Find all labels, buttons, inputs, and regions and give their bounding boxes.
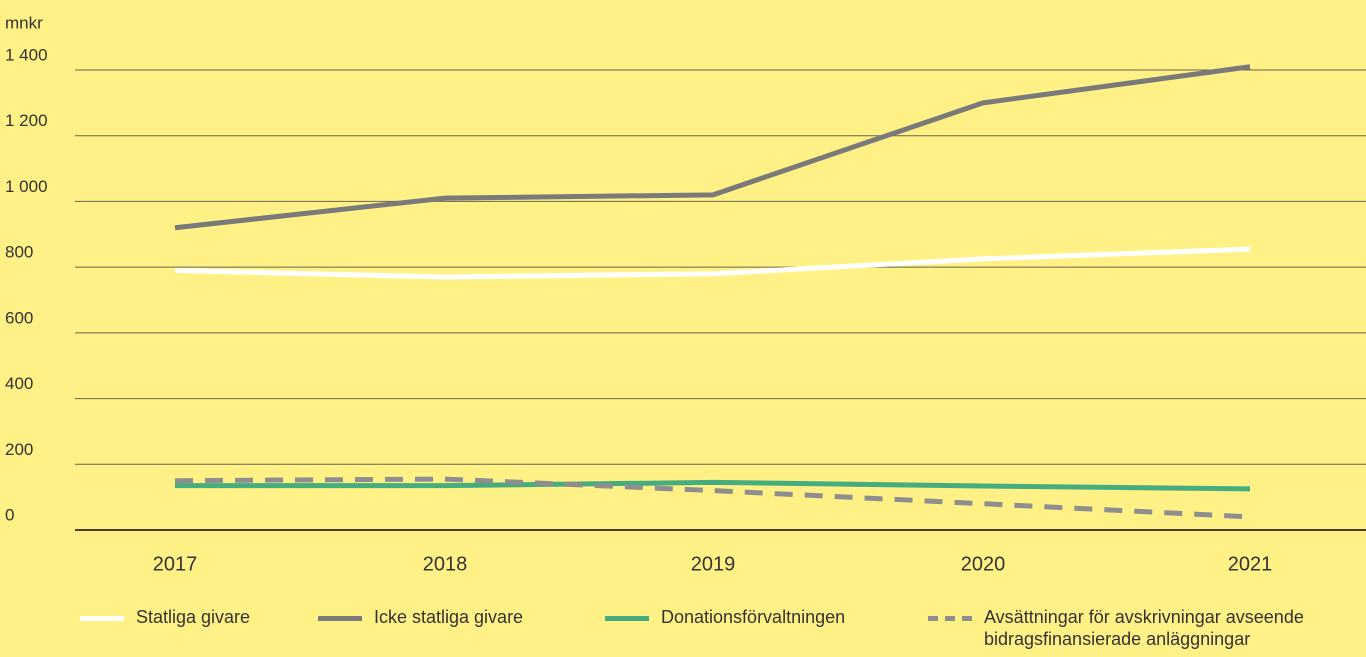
legend-swatch <box>80 616 124 621</box>
legend-label: Statliga givare <box>136 607 251 627</box>
series-line <box>174 476 1251 520</box>
legend-swatch <box>928 616 972 621</box>
x-tick-label: 2019 <box>691 553 736 575</box>
legend-label: Avsättningar för avskrivningar avseende … <box>984 607 1304 649</box>
y-tick-label: 200 <box>5 440 33 459</box>
x-tick-label: 2017 <box>153 553 198 575</box>
legend: Statliga givare Icke statliga givare Donat… <box>0 606 1366 657</box>
legend-swatch <box>605 616 649 621</box>
series-line <box>174 246 1251 280</box>
legend-item: Donationsförvaltningen <box>605 606 845 628</box>
x-tick-label: 2021 <box>1228 553 1273 575</box>
y-tick-label: 600 <box>5 308 33 327</box>
y-tick-label: 1 000 <box>5 177 48 196</box>
y-tick-label: 400 <box>5 374 33 393</box>
legend-swatch <box>318 616 362 621</box>
y-tick-label: 1 200 <box>5 111 48 130</box>
x-tick-label: 2020 <box>961 553 1006 575</box>
x-tick-label: 2018 <box>423 553 468 575</box>
series-line <box>174 64 1251 231</box>
legend-item: Statliga givare <box>80 606 250 628</box>
series-line <box>175 479 1251 492</box>
legend-label: Icke statliga givare <box>374 607 524 627</box>
y-tick-label: 1 400 <box>5 45 48 64</box>
y-tick-label: 0 <box>5 505 14 524</box>
legend-label: Donationsförvaltningen <box>661 607 846 627</box>
legend-item: Icke statliga givare <box>318 606 523 628</box>
y-unit-label: mnkr <box>5 13 43 32</box>
y-tick-label: 800 <box>5 243 33 262</box>
legend-item: Avsättningar för avskrivningar avseende … <box>928 606 1354 650</box>
chart: mnkr 0 200 400 600 800 1 000 1 200 1 400 2017 201… <box>5 13 1366 575</box>
